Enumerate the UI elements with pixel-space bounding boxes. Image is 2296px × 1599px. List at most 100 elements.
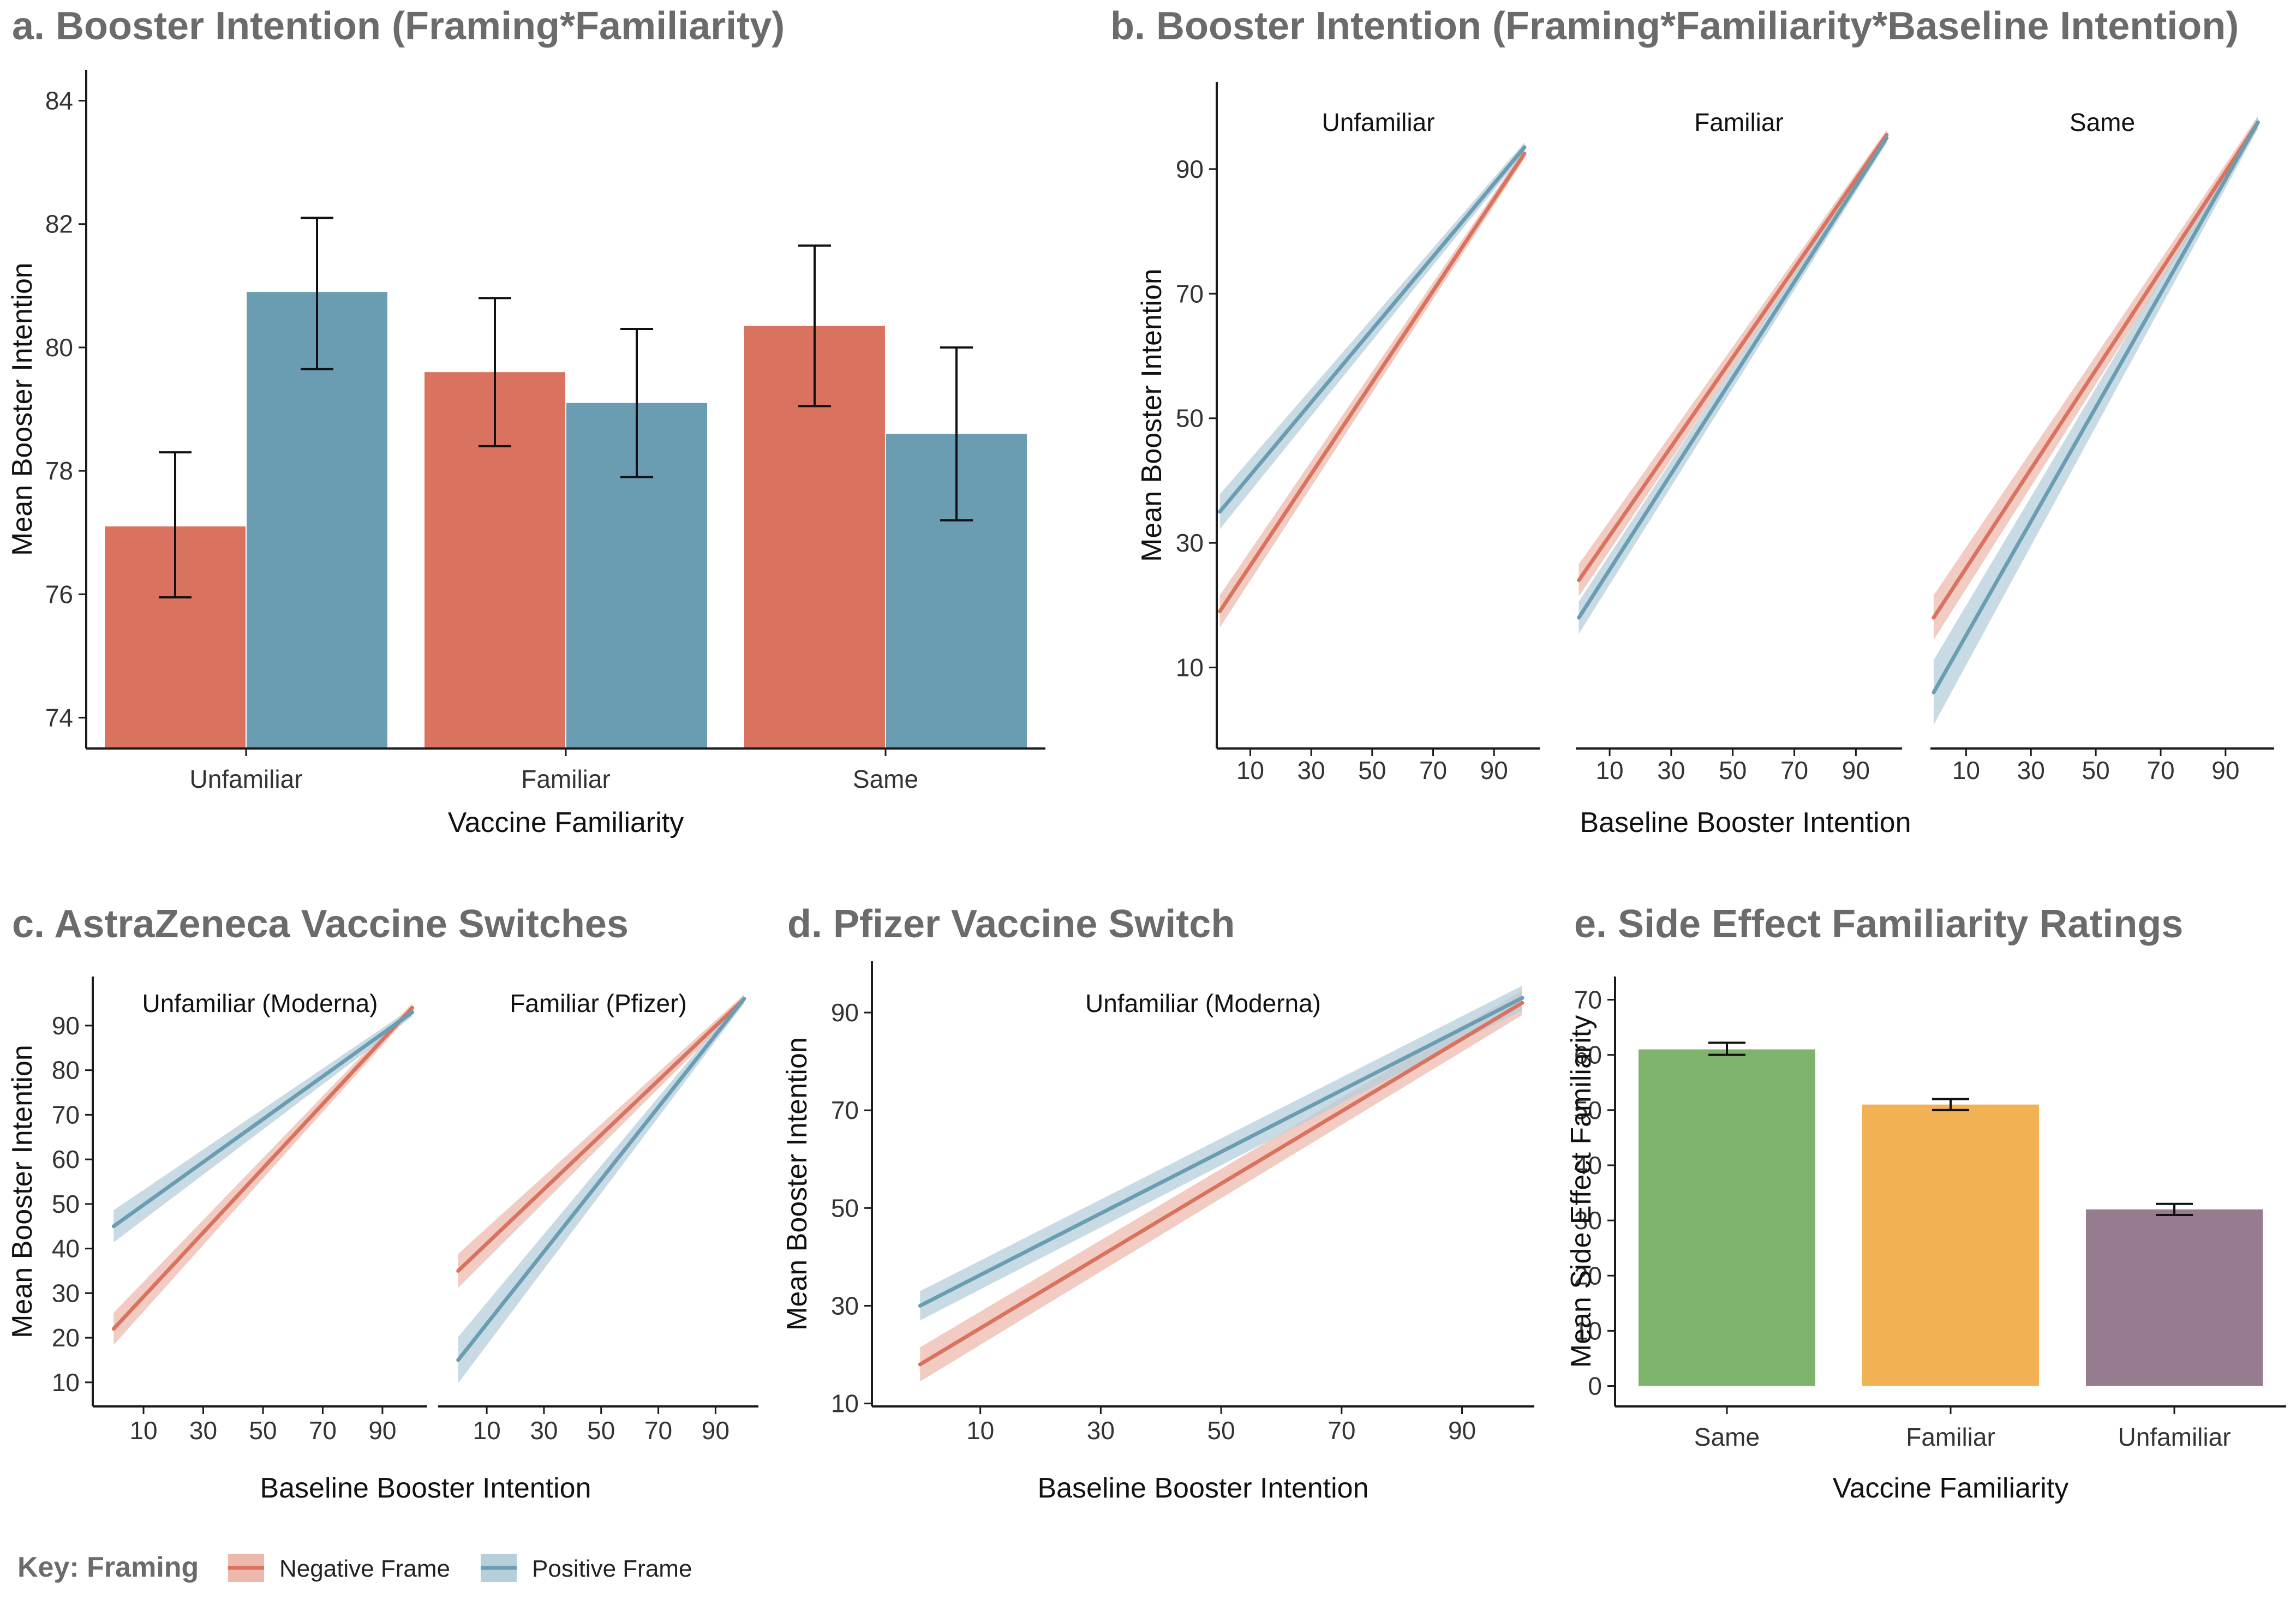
panel-d-title: d. Pfizer Vaccine Switch bbox=[787, 902, 1235, 946]
panel-b-x-tick-label: 10 bbox=[1236, 756, 1264, 784]
panel-e-y-tick-label: 40 bbox=[1574, 1151, 1602, 1179]
panel-a-x-tick-label: Unfamiliar bbox=[189, 765, 302, 793]
panel-e-y-tick-label: 50 bbox=[1574, 1096, 1602, 1124]
panel-e-y-tick-label: 20 bbox=[1574, 1261, 1602, 1290]
panel-a-x-axis-title: Vaccine Familiarity bbox=[448, 807, 684, 839]
panel-c-y-tick-label: 20 bbox=[52, 1323, 80, 1352]
panel-a-y-tick-label: 84 bbox=[45, 87, 73, 115]
panel-c-x-tick-label: 10 bbox=[129, 1416, 157, 1445]
confidence-band-d-0-negative bbox=[920, 990, 1522, 1382]
regression-line-c-1-positive bbox=[456, 997, 746, 1362]
legend-label-1: Positive Frame bbox=[532, 1555, 692, 1582]
panel-d-y-axis-title: Mean Booster Intention bbox=[781, 1037, 813, 1331]
panel-c-title: c. AstraZeneca Vaccine Switches bbox=[12, 902, 629, 946]
bar-side-effect-same bbox=[1639, 1049, 1815, 1386]
panel-d-x-tick-label: 70 bbox=[1328, 1416, 1355, 1445]
panel-e-y-tick-label: 30 bbox=[1574, 1206, 1602, 1235]
regression-line-b-2-negative bbox=[1932, 120, 2260, 620]
panel-d-x-tick-label: 30 bbox=[1087, 1416, 1115, 1445]
panel-a-y-tick-label: 80 bbox=[45, 333, 73, 362]
panel-e-title: e. Side Effect Familiarity Ratings bbox=[1574, 902, 2183, 946]
panel-e-y-tick-label: 70 bbox=[1574, 985, 1602, 1014]
regression-line-b-1-positive bbox=[1577, 136, 1889, 620]
panel-c-x-tick-label: 50 bbox=[249, 1416, 277, 1445]
panel-a-title: a. Booster Intention (Framing*Familiarit… bbox=[12, 4, 785, 48]
panel-b-x-tick-label: 90 bbox=[1480, 756, 1508, 784]
panel-c-y-tick-label: 80 bbox=[52, 1056, 80, 1085]
panel-d-x-axis-title: Baseline Booster Intention bbox=[1037, 1472, 1368, 1504]
panel-b-x-tick-label: 50 bbox=[1719, 756, 1747, 784]
legend-title: Key: Framing bbox=[17, 1552, 199, 1583]
panel-a-y-axis-title: Mean Booster Intention bbox=[7, 262, 38, 556]
panel-b-x-tick-label: 70 bbox=[1419, 756, 1447, 784]
panel-b-x-tick-label: 90 bbox=[2211, 756, 2239, 784]
panel-d-x-tick-label: 50 bbox=[1207, 1416, 1235, 1445]
panel-c-y-tick-label: 40 bbox=[52, 1235, 80, 1263]
panel-c-y-tick-label: 60 bbox=[52, 1145, 80, 1173]
panel-c-y-tick-label: 70 bbox=[52, 1100, 80, 1129]
panel-e-x-tick-label: Unfamiliar bbox=[2118, 1423, 2231, 1451]
panel-d-facet-label: Unfamiliar (Moderna) bbox=[1085, 989, 1321, 1017]
panel-c-x-axis-title: Baseline Booster Intention bbox=[260, 1472, 591, 1504]
regression-line-c-1-negative bbox=[456, 997, 746, 1273]
panel-b-facet-label: Unfamiliar bbox=[1322, 108, 1434, 136]
panel-a-y-tick-label: 76 bbox=[45, 580, 73, 608]
panel-e-y-tick-label: 60 bbox=[1574, 1041, 1602, 1069]
panel-d-x-tick-label: 10 bbox=[966, 1416, 994, 1445]
panel-a-x-tick-label: Same bbox=[853, 765, 918, 793]
panel-b-y-axis-title: Mean Booster Intention bbox=[1136, 268, 1168, 562]
panel-b-x-tick-label: 70 bbox=[1780, 756, 1808, 784]
panel-d-y-tick-label: 30 bbox=[831, 1291, 859, 1320]
panel-b-x-axis-title: Baseline Booster Intention bbox=[1580, 807, 1911, 839]
panel-b-x-tick-label: 90 bbox=[1842, 756, 1870, 784]
panel-e-x-tick-label: Familiar bbox=[1906, 1423, 1995, 1451]
panel-b-x-tick-label: 30 bbox=[1298, 756, 1325, 784]
panel-b-y-tick-label: 70 bbox=[1176, 279, 1204, 308]
panel-c-facet-label: Unfamiliar (Moderna) bbox=[142, 989, 378, 1017]
regression-line-c-0-negative bbox=[111, 1005, 415, 1331]
panel-c-x-tick-label: 90 bbox=[702, 1416, 730, 1445]
panel-a-y-tick-label: 74 bbox=[45, 703, 73, 732]
panel-c-x-tick-label: 30 bbox=[189, 1416, 217, 1445]
panel-c-y-tick-label: 30 bbox=[52, 1279, 80, 1307]
panel-b-y-tick-label: 10 bbox=[1176, 654, 1204, 682]
panel-b-facet-label: Same bbox=[2070, 108, 2135, 136]
axes-layer bbox=[79, 70, 2286, 1414]
panel-d-y-tick-label: 70 bbox=[831, 1096, 859, 1124]
panel-c-y-tick-label: 10 bbox=[52, 1368, 80, 1397]
panel-c-x-tick-label: 30 bbox=[530, 1416, 558, 1445]
regression-line-b-0-positive bbox=[1218, 145, 1527, 514]
regression-line-d-0-positive bbox=[918, 996, 1524, 1308]
legend-label-0: Negative Frame bbox=[279, 1555, 450, 1582]
panel-b-x-tick-label: 50 bbox=[1358, 756, 1386, 784]
panel-b-y-tick-label: 90 bbox=[1176, 155, 1204, 183]
panel-b-x-tick-label: 30 bbox=[2017, 756, 2045, 784]
panel-a-y-tick-label: 82 bbox=[45, 210, 73, 238]
bar-side-effect-unfamiliar bbox=[2086, 1209, 2263, 1386]
panel-a-y-tick-label: 78 bbox=[45, 457, 73, 485]
panel-c-x-tick-label: 70 bbox=[309, 1416, 337, 1445]
regression-line-b-0-negative bbox=[1218, 151, 1527, 614]
regression-line-d-0-negative bbox=[918, 1001, 1524, 1367]
panel-b-y-tick-label: 30 bbox=[1176, 529, 1204, 557]
text-layer: 74 76 78 80 82 84 Unfamiliar Familiar Same a. Boo… bbox=[7, 4, 2239, 1583]
panel-b-x-tick-label: 30 bbox=[1657, 756, 1685, 784]
regression-line-b-2-positive bbox=[1932, 120, 2260, 694]
panel-d-y-tick-label: 50 bbox=[831, 1194, 859, 1222]
panel-c-y-axis-title: Mean Booster Intention bbox=[7, 1045, 38, 1338]
panel-b-x-tick-label: 10 bbox=[1595, 756, 1623, 784]
panel-c-facet-label: Familiar (Pfizer) bbox=[510, 989, 687, 1017]
panel-c-x-tick-label: 50 bbox=[587, 1416, 615, 1445]
marks-layer bbox=[105, 120, 2263, 1582]
panel-b-x-tick-label: 50 bbox=[2082, 756, 2110, 784]
panel-b-x-tick-label: 10 bbox=[1952, 756, 1980, 784]
panel-d-y-tick-label: 90 bbox=[831, 998, 859, 1027]
regression-line-b-1-negative bbox=[1577, 133, 1889, 583]
panel-c-x-tick-label: 70 bbox=[644, 1416, 672, 1445]
panel-e-y-tick-label: 0 bbox=[1588, 1372, 1602, 1400]
panel-b-x-tick-label: 70 bbox=[2146, 756, 2174, 784]
panel-c-x-tick-label: 10 bbox=[473, 1416, 501, 1445]
panel-e-y-axis-title: Mean Side Effect Familiarity bbox=[1565, 1015, 1597, 1368]
panel-e-x-axis-title: Vaccine Familiarity bbox=[1833, 1472, 2068, 1504]
